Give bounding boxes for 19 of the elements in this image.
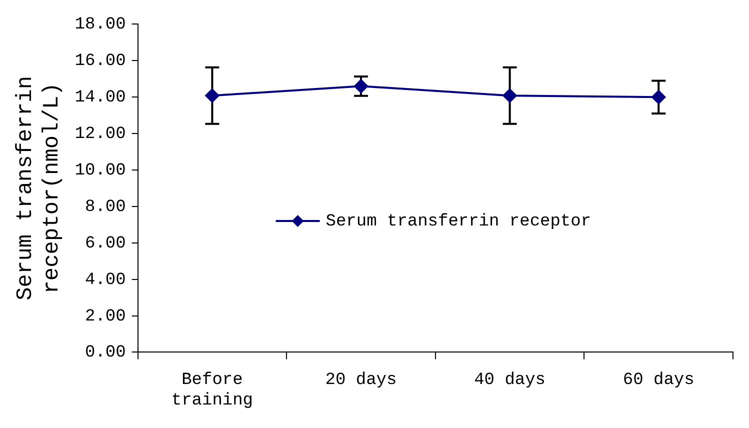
y-tick-label: 12.00: [74, 125, 126, 144]
x-tick-label: 60 days: [622, 370, 694, 390]
y-tick-label: 0.00: [84, 344, 126, 363]
y-tick-label: 10.00: [74, 161, 126, 180]
x-tick-label: Before training: [171, 370, 254, 410]
y-tick-label: 2.00: [84, 307, 126, 326]
point: [502, 88, 517, 103]
y-tick-label: 4.00: [84, 270, 126, 290]
x-tick-label: 40 days: [474, 370, 546, 390]
y-tick-label: 16.00: [74, 52, 126, 72]
point: [205, 88, 220, 103]
y-tick-label: 14.00: [74, 88, 126, 108]
y-tick-label: 18.00: [74, 16, 126, 35]
y-axis-title: Serum transferrin receptor(nmol/L): [13, 76, 64, 300]
legend-label: Serum transferrin receptor: [326, 212, 592, 232]
point: [652, 90, 666, 104]
x-tick-label: 20 days: [325, 370, 397, 390]
y-tick-label: 6.00: [84, 234, 126, 254]
y-tick-label: 8.00: [84, 198, 126, 217]
